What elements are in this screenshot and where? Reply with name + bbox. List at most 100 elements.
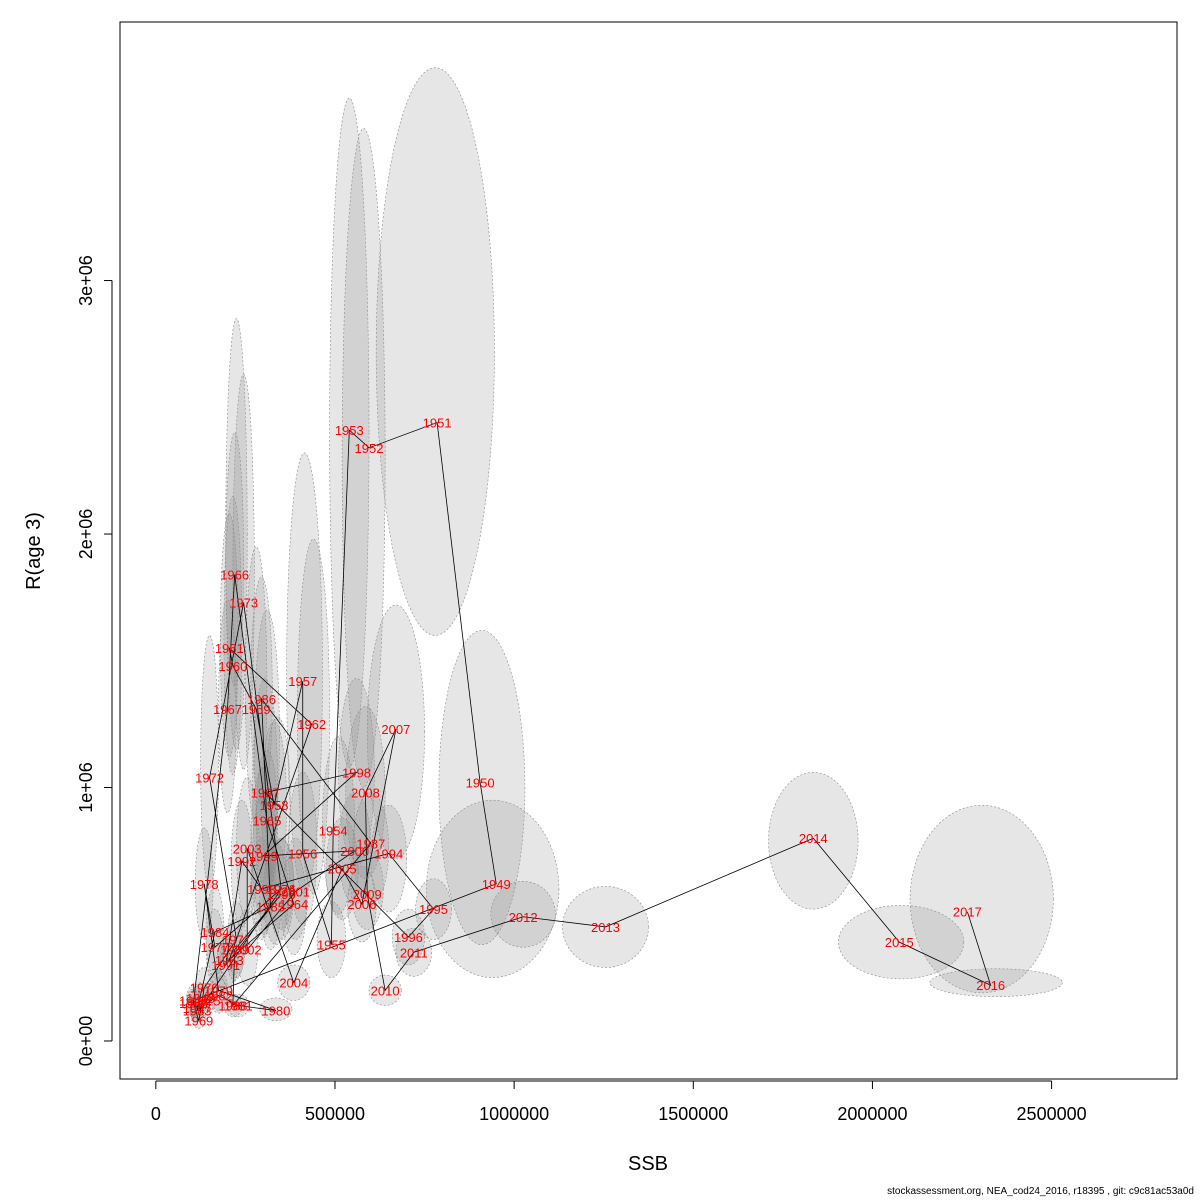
point-label-1962: 1962: [297, 717, 326, 732]
point-label-2010: 2010: [371, 983, 400, 998]
ci-ellipse-5: [490, 880, 556, 948]
point-label-2006: 2006: [347, 897, 376, 912]
point-label-1981: 1981: [224, 998, 253, 1013]
footer-credit: stockassessment.org, NEA_cod24_2016, r18…: [887, 1186, 1194, 1197]
point-label-2002: 2002: [233, 943, 262, 958]
ci-ellipse-9: [909, 804, 1054, 994]
point-label-2003: 2003: [233, 841, 262, 856]
point-label-1988: 1988: [218, 998, 247, 1013]
point-label-1980: 1980: [261, 1004, 290, 1019]
x-axis: 0 500000 1000000 1500000 2000000 2500000: [151, 1080, 1087, 1124]
point-label-1947: 1947: [183, 1001, 212, 1016]
point-label-2015: 2015: [885, 935, 914, 950]
ci-ellipse-11: [366, 604, 425, 859]
point-label-1948: 1948: [186, 991, 215, 1006]
x-tick-label-0: 0: [151, 1104, 161, 1124]
point-label-1994: 1994: [374, 846, 403, 861]
ci-ellipse-16: [370, 804, 407, 913]
ci-ellipse-39: [250, 576, 273, 806]
ci-ellipse-69: [259, 997, 293, 1022]
ci-ellipse-44: [220, 513, 239, 758]
point-label-1984: 1984: [200, 925, 229, 940]
point-label-1976: 1976: [267, 882, 296, 897]
y-tick-label-2: 2e+06: [76, 509, 96, 560]
point-label-1956: 1956: [288, 846, 317, 861]
point-label-1951: 1951: [423, 415, 452, 430]
ci-ellipse-26: [286, 452, 323, 895]
point-label-1967: 1967: [213, 702, 242, 717]
ci-ellipse-1: [341, 128, 386, 788]
point-label-1987: 1987: [356, 836, 385, 851]
point-label-1992: 1992: [227, 854, 256, 869]
point-label-2014: 2014: [799, 831, 828, 846]
point-label-1997: 1997: [251, 786, 280, 801]
point-label-1949: 1949: [482, 877, 511, 892]
point-label-2011: 2011: [400, 945, 428, 960]
point-label-2013: 2013: [591, 920, 620, 935]
ci-ellipse-3: [438, 630, 526, 945]
point-label-1946: 1946: [179, 993, 208, 1008]
ci-ellipse-7: [768, 771, 859, 910]
x-tick-label-5: 2500000: [1017, 1104, 1087, 1124]
point-label-1965: 1965: [252, 813, 281, 828]
point-label-1978: 1978: [190, 877, 219, 892]
point-label-1972: 1972: [195, 770, 224, 785]
point-label-2012: 2012: [509, 910, 538, 925]
year-path-line: [193, 421, 992, 1021]
point-label-1982: 1982: [204, 988, 233, 1003]
point-label-1983: 1983: [183, 1004, 212, 1019]
y-axis: 0e+00 1e+06 2e+06 3e+06: [76, 255, 113, 1067]
x-tick-label-2: 1000000: [479, 1104, 549, 1124]
point-label-1953: 1953: [335, 423, 364, 438]
ci-ellipse-29: [282, 837, 309, 940]
point-label-1964: 1964: [279, 897, 308, 912]
point-label-1989: 1989: [220, 943, 249, 958]
ci-ellipse-32: [268, 837, 295, 930]
ci-ellipse-10: [929, 968, 1063, 997]
point-label-1969: 1969: [184, 1014, 213, 1029]
point-label-1961: 1961: [215, 641, 244, 656]
point-label-1958: 1958: [260, 798, 289, 813]
x-axis-title: SSB: [628, 1153, 668, 1175]
point-label-1991: 1991: [211, 958, 240, 973]
confidence-ellipses: [185, 67, 1063, 1029]
point-label-2001: 2001: [281, 884, 310, 899]
x-tick-label-3: 1500000: [658, 1104, 728, 1124]
point-label-2005: 2005: [328, 862, 357, 877]
y-tick-label-3: 3e+06: [76, 255, 96, 306]
point-label-1968: 1968: [179, 996, 208, 1011]
point-label-1952: 1952: [355, 441, 384, 456]
ci-ellipse-42: [225, 432, 244, 687]
point-label-1963: 1963: [215, 953, 244, 968]
point-label-1995: 1995: [419, 902, 448, 917]
point-label-2009: 2009: [353, 887, 382, 902]
point-label-1986: 1986: [247, 692, 276, 707]
point-label-1973: 1973: [229, 595, 258, 610]
point-label-2008: 2008: [351, 786, 380, 801]
point-label-1970: 1970: [190, 981, 219, 996]
x-tick-label-1: 500000: [305, 1104, 365, 1124]
y-axis-title: R(age 3): [23, 512, 45, 590]
point-label-2004: 2004: [279, 976, 308, 991]
point-label-2000: 2000: [340, 844, 369, 859]
ci-ellipse-4: [426, 799, 560, 978]
point-label-1975: 1975: [192, 993, 221, 1008]
point-label-1955: 1955: [317, 938, 346, 953]
ci-ellipse-27: [297, 538, 330, 895]
point-label-1979: 1979: [204, 983, 233, 998]
point-label-1998: 1998: [342, 765, 371, 780]
point-label-2017: 2017: [953, 905, 982, 920]
y-tick-label-0: 0e+00: [76, 1016, 96, 1067]
point-label-1954: 1954: [319, 824, 348, 839]
point-label-1974: 1974: [267, 882, 296, 897]
point-label-1950: 1950: [466, 775, 495, 790]
plot-box: [119, 21, 1178, 1080]
point-label-1971: 1971: [222, 933, 251, 948]
point-label-1996: 1996: [394, 930, 423, 945]
point-label-1993: 1993: [247, 882, 276, 897]
x-tick-label-4: 2000000: [837, 1104, 907, 1124]
point-label-1999: 1999: [249, 849, 278, 864]
ci-ellipse-8: [838, 905, 965, 980]
point-label-1957: 1957: [288, 674, 317, 689]
